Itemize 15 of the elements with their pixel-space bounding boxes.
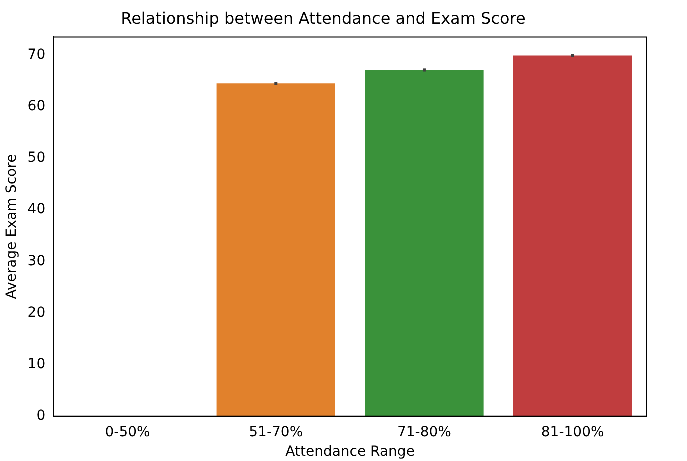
chart-title: Relationship between Attendance and Exam Score	[121, 8, 526, 28]
y-tick-label: 0	[36, 408, 46, 424]
x-axis-title: Attendance Range	[286, 444, 415, 460]
y-axis-title: Average Exam Score	[4, 154, 20, 300]
y-tick-label: 20	[28, 304, 46, 321]
x-tick-label: 0-50%	[105, 424, 150, 440]
y-tick-label: 40	[28, 202, 46, 218]
y-tick-label: 50	[28, 150, 46, 166]
y-tick-label: 60	[28, 98, 46, 114]
x-tick-label: 51-70%	[249, 424, 304, 440]
y-tick-label: 10	[28, 356, 46, 372]
x-tick-label: 81-100%	[541, 424, 604, 440]
x-tick-label: 71-80%	[397, 424, 452, 440]
y-tick-label: 30	[28, 253, 46, 270]
y-tick-label: 70	[28, 46, 46, 63]
